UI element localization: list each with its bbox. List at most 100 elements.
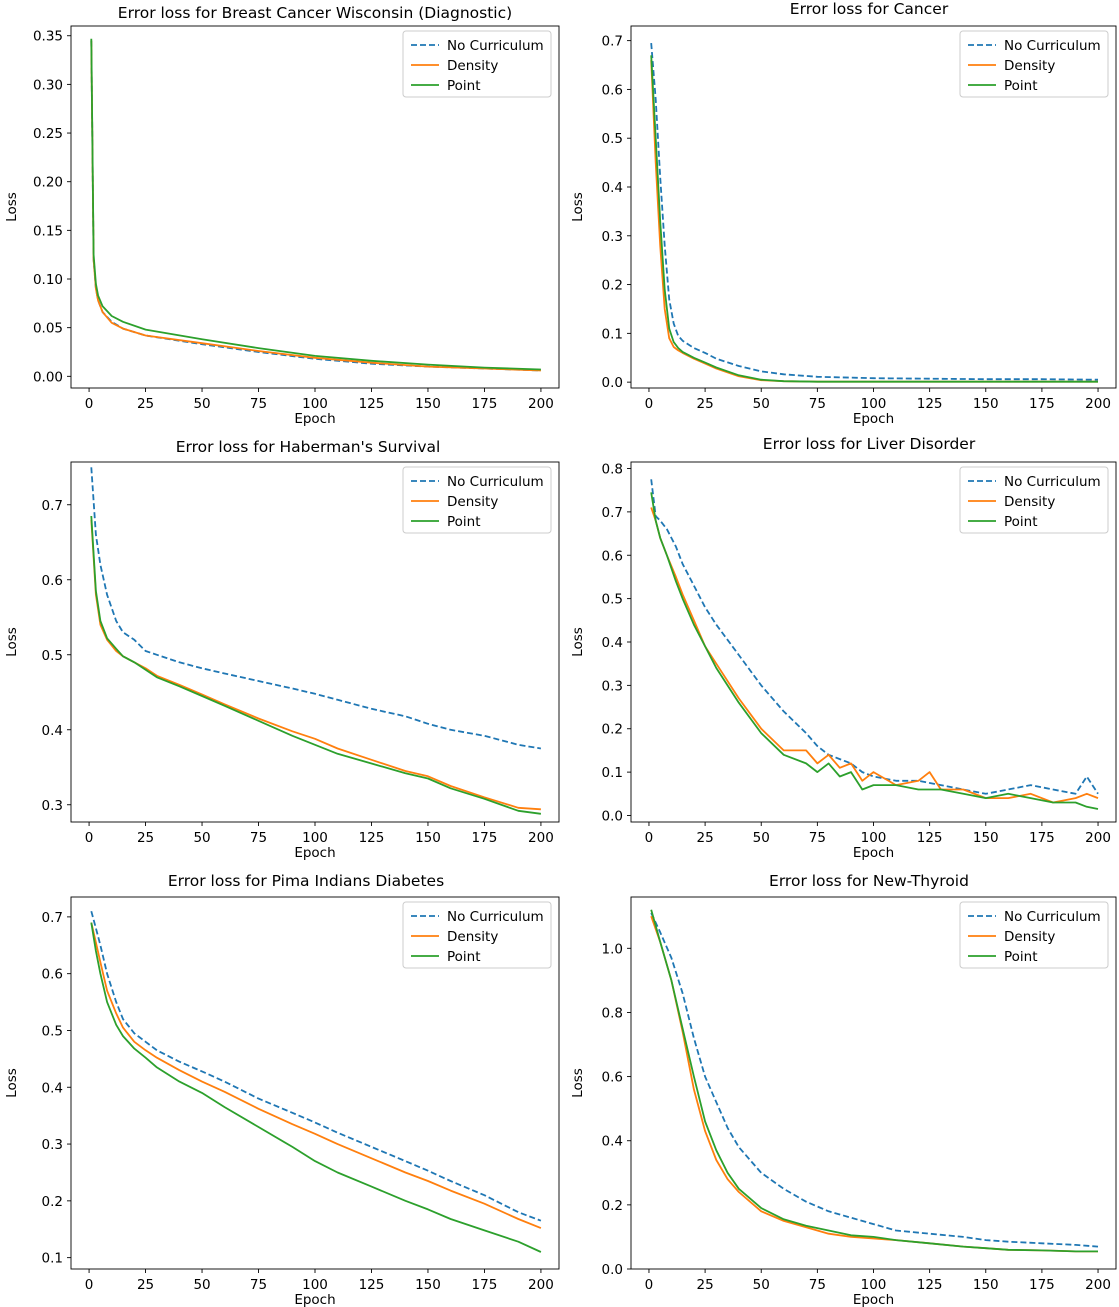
x-tick-label: 75 bbox=[809, 396, 826, 412]
x-tick-label: 25 bbox=[697, 830, 714, 846]
chart-panel-5: Error loss for New-Thyroid 0 25 50 75 100 125 1… bbox=[570, 872, 1117, 1307]
x-tick-label: 100 bbox=[302, 1277, 328, 1293]
x-tick-label: 175 bbox=[1029, 1277, 1055, 1293]
legend-box bbox=[959, 30, 1109, 98]
x-tick-label: 0 bbox=[645, 1277, 654, 1293]
legend: No Curriculum Density Point bbox=[959, 30, 1109, 98]
x-tick-label: 100 bbox=[861, 396, 887, 412]
legend-label: Point bbox=[447, 514, 481, 530]
series-line-density bbox=[90, 519, 541, 811]
y-tick-label: 0.00 bbox=[33, 369, 63, 385]
x-tick-label: 125 bbox=[359, 396, 385, 412]
y-tick-label: 0.6 bbox=[42, 573, 63, 589]
y-tick-label: 0.5 bbox=[42, 648, 63, 664]
x-tick-label: 200 bbox=[1085, 1277, 1111, 1293]
chart-title: Error loss for Liver Disorder bbox=[763, 435, 976, 453]
x-tick-label: 125 bbox=[917, 396, 943, 412]
x-tick-label: 200 bbox=[528, 1277, 554, 1293]
x-tick-label: 150 bbox=[415, 396, 441, 412]
y-tick-label: 0.4 bbox=[602, 1134, 623, 1150]
y-tick-label: 0.3 bbox=[602, 229, 623, 245]
legend-label: No Curriculum bbox=[1004, 38, 1101, 54]
legend-label: Point bbox=[1004, 949, 1038, 965]
x-tick-label: 175 bbox=[472, 1277, 498, 1293]
x-tick-label: 100 bbox=[861, 830, 887, 846]
x-tick-label: 0 bbox=[85, 396, 94, 412]
y-tick-label: 0.05 bbox=[33, 321, 63, 337]
x-tick-label: 125 bbox=[359, 1277, 385, 1293]
y-axis-label: Loss bbox=[570, 1068, 586, 1098]
y-tick-label: 0.3 bbox=[42, 798, 63, 814]
x-tick-label: 150 bbox=[973, 1277, 999, 1293]
legend: No Curriculum Density Point bbox=[959, 901, 1109, 969]
legend: No Curriculum Density Point bbox=[402, 901, 552, 969]
x-tick-label: 200 bbox=[1085, 830, 1111, 846]
y-axis-label: Loss bbox=[570, 627, 586, 657]
legend-box bbox=[402, 466, 552, 534]
chart-panel-2: Error loss for Haberman's Survival 0 25 50 7… bbox=[4, 438, 560, 861]
x-tick-label: 175 bbox=[1029, 830, 1055, 846]
y-axis-label: Loss bbox=[570, 192, 586, 222]
x-tick-label: 175 bbox=[1029, 396, 1055, 412]
x-tick-label: 150 bbox=[415, 830, 441, 846]
series-line-point bbox=[650, 909, 1098, 1253]
y-tick-label: 0.0 bbox=[602, 1262, 623, 1278]
y-tick-label: 0.15 bbox=[33, 223, 63, 239]
chart-panel-1: Error loss for Cancer 0 25 50 75 100 125 150 175… bbox=[570, 0, 1117, 427]
legend-label: Density bbox=[1004, 494, 1055, 510]
legend: No Curriculum Density Point bbox=[959, 466, 1109, 534]
y-tick-label: 0.2 bbox=[602, 278, 623, 294]
y-tick-label: 0.4 bbox=[42, 1080, 63, 1096]
x-tick-label: 50 bbox=[753, 830, 770, 846]
legend-label: Density bbox=[1004, 929, 1055, 945]
y-tick-label: 0.3 bbox=[602, 678, 623, 694]
y-tick-label: 0.30 bbox=[33, 77, 63, 93]
series-line-density bbox=[90, 922, 542, 1229]
series-line-point bbox=[650, 55, 1098, 383]
y-tick-label: 0.2 bbox=[42, 1194, 63, 1210]
y-tick-label: 0.4 bbox=[42, 723, 63, 739]
series-line-point bbox=[90, 515, 542, 815]
x-axis-label: Epoch bbox=[294, 1292, 335, 1307]
legend-label: No Curriculum bbox=[447, 38, 544, 54]
y-tick-label: 0.7 bbox=[602, 505, 623, 521]
x-axis-label: Epoch bbox=[294, 411, 335, 427]
x-tick-label: 50 bbox=[193, 830, 210, 846]
x-tick-label: 25 bbox=[137, 830, 154, 846]
x-tick-label: 75 bbox=[809, 830, 826, 846]
legend-label: Point bbox=[1004, 78, 1038, 94]
y-axis-label: Loss bbox=[4, 1068, 20, 1098]
x-tick-label: 75 bbox=[250, 1277, 267, 1293]
legend-box bbox=[959, 466, 1109, 534]
legend: No Curriculum Density Point bbox=[402, 466, 552, 534]
chart-title: Error loss for New-Thyroid bbox=[769, 872, 969, 890]
x-tick-label: 150 bbox=[973, 396, 999, 412]
x-tick-label: 25 bbox=[697, 396, 714, 412]
series-line-density bbox=[650, 60, 1098, 383]
legend-box bbox=[402, 901, 552, 969]
x-tick-label: 175 bbox=[472, 830, 498, 846]
x-axis-label: Epoch bbox=[294, 845, 335, 861]
legend-label: Density bbox=[447, 929, 498, 945]
x-tick-label: 50 bbox=[193, 396, 210, 412]
y-tick-label: 0.35 bbox=[33, 29, 63, 45]
x-tick-label: 125 bbox=[917, 830, 943, 846]
y-axis-label: Loss bbox=[4, 192, 20, 222]
y-tick-label: 0.5 bbox=[42, 1023, 63, 1039]
x-axis-label: Epoch bbox=[853, 845, 894, 861]
x-axis-label: Epoch bbox=[853, 1292, 894, 1307]
y-tick-label: 0.7 bbox=[42, 498, 63, 514]
x-tick-label: 50 bbox=[753, 1277, 770, 1293]
x-tick-label: 25 bbox=[697, 1277, 714, 1293]
y-tick-label: 0.8 bbox=[602, 1005, 623, 1021]
x-tick-label: 100 bbox=[302, 830, 328, 846]
y-tick-label: 0.3 bbox=[42, 1137, 63, 1153]
x-tick-label: 75 bbox=[250, 830, 267, 846]
y-tick-label: 0.6 bbox=[602, 1070, 623, 1086]
x-tick-label: 100 bbox=[861, 1277, 887, 1293]
series-line-point bbox=[90, 38, 541, 371]
y-tick-label: 0.5 bbox=[602, 131, 623, 147]
legend-label: Point bbox=[447, 949, 481, 965]
chart-title: Error loss for Breast Cancer Wisconsin (… bbox=[118, 4, 512, 22]
